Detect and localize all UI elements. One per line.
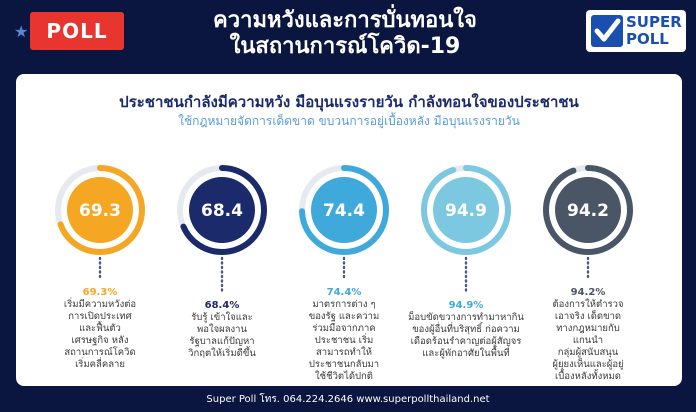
donut-value-1: 69.3 — [79, 201, 121, 221]
logo-text-super: SUPER — [626, 13, 682, 31]
donut-value-2: 68.4 — [201, 201, 243, 221]
description-line: ของรัฐ และความ — [308, 311, 380, 322]
description-line: ทางกฎหมายกับ — [556, 323, 620, 334]
poll-badge: POLL — [30, 12, 124, 50]
description-5: 94.2% ต้องการให้ตำรวจ เอาจริง เด็ดขาด ทางกฎ… — [530, 287, 646, 383]
description-line: สถานการณ์โควิด — [64, 347, 136, 358]
title-line-2: ในสถานการณ์โควิด-19 — [229, 34, 461, 59]
donut-value-5: 94.2 — [567, 201, 609, 221]
description-line: ม็อบขัดขวางการทำมาหากิน — [408, 312, 524, 323]
description-line: ร่วมมือจากภาค — [312, 323, 376, 334]
header-bar: ★ POLL ความหวังและการบั่นทอนใจ ในสถานการ… — [0, 0, 696, 70]
donut-center-5 — [555, 177, 621, 243]
description-line: เบื้องหลังทั้งหมด — [555, 371, 621, 382]
description-percent-3: 74.4% — [326, 287, 362, 298]
donut-center-2 — [189, 177, 255, 243]
description-line: ของผู้อื่นที่บริสุทธิ์ ก่อความ — [412, 324, 520, 335]
description-line: รัฐบาลแก้ปัญหา — [189, 336, 255, 347]
description-line: ผู้ยุยงเห็นและผู้อยู่ — [552, 359, 624, 370]
description-line: เศรษฐกิจ หลัง — [71, 335, 129, 346]
super-poll-logo: SUPER POLL — [586, 10, 686, 52]
description-line: เริ่มมีความหวังต่อ — [63, 299, 137, 310]
chart-headline: ประชาชนกำลังมีความหวัง มือบุนแรงรายวัน ก… — [119, 93, 579, 111]
content-card: ประชาชนกำลังมีความหวัง มือบุนแรงรายวัน ก… — [16, 74, 682, 386]
donut-value-3: 74.4 — [323, 201, 365, 221]
donut-center-4 — [433, 177, 499, 243]
donut-value-4: 94.9 — [445, 201, 487, 221]
description-percent-2: 68.4% — [204, 300, 240, 311]
description-line: สามารถทำให้ — [315, 347, 373, 358]
donut-arc-3 — [299, 165, 389, 255]
description-line: รับรู้ เข้าใจและ — [191, 312, 253, 323]
description-line: ต้องการให้ตำรวจ — [552, 299, 624, 310]
donut-center-3 — [311, 177, 377, 243]
page-title: ความหวังและการบั่นทอนใจ ในสถานการณ์โควิด… — [150, 8, 540, 60]
description-line: ใช้ชีวิตได้ปกติ — [315, 371, 373, 382]
description-4: 94.9% ม็อบขัดขวางการทำมาหากิน ของผู้อื่นที… — [408, 300, 524, 360]
description-line: วิกฤตให้เริ่มดีขึ้น — [188, 348, 256, 359]
description-percent-4: 94.9% — [448, 300, 484, 311]
description-line: ประชาชน เริ่ม — [314, 335, 374, 346]
donut-arc-2 — [177, 165, 267, 255]
donut-arc-1 — [55, 165, 145, 255]
donut-arc-4 — [421, 165, 511, 255]
description-line: กลุ่มผู้สนับสนุน — [557, 347, 619, 358]
description-line: เดือดร้อนรำคาญต่อผู้สัญจร — [410, 336, 522, 347]
donut-chart: 69.3 68.4 74.4 94.9 94.2 — [55, 165, 633, 294]
description-1: 69.3% เริ่มมีความหวังต่อ การเปิดประเทศ และฟ… — [42, 287, 158, 371]
description-line: และผู้พักอาศัยในพื้นที่ — [422, 348, 510, 359]
chart-subline: ใช้กฎหมายจัดการเด็ดขาด ขบวนการอยู่เบื้อง… — [178, 114, 520, 128]
description-line: พอใจผลงาน — [196, 324, 248, 335]
description-line: การเปิดประเทศ — [68, 311, 132, 322]
donut-center-1 — [67, 177, 133, 243]
description-percent-1: 69.3% — [82, 287, 118, 298]
description-line: เริ่มคลี่คลาย — [75, 359, 125, 370]
description-line: และฟื้นตัว — [79, 323, 121, 334]
description-line: เอาจริง เด็ดขาด — [554, 311, 622, 322]
checkmark-icon — [591, 15, 623, 47]
description-3: 74.4% มาตรการต่าง ๆของรัฐ และความ ร่วมมือจ… — [286, 287, 402, 383]
donut-arc-5 — [543, 165, 633, 255]
description-line: แกนนำ — [572, 335, 604, 346]
star-icon: ★ — [14, 22, 29, 41]
logo-text-poll: POLL — [626, 30, 669, 48]
title-line-1: ความหวังและการบั่นทอนใจ — [213, 8, 477, 33]
footer-contact: Super Poll โทร. 064.224.2646 www.superpo… — [206, 394, 490, 405]
description-line: มาตรการต่าง ๆ — [312, 299, 376, 310]
description-line: ประชาชนกลับมา — [308, 359, 380, 370]
description-2: 68.4% รับรู้ เข้าใจและ พอใจผลงาน รัฐบาลแก้ป… — [164, 300, 280, 360]
description-percent-5: 94.2% — [570, 287, 606, 298]
